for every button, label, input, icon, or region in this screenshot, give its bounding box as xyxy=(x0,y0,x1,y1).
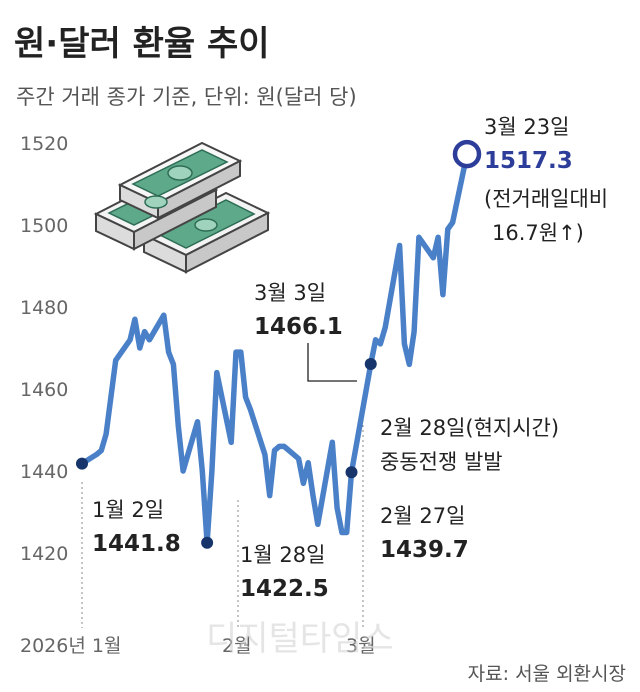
watermark: 디지털타임스 xyxy=(206,619,394,659)
data-point-marker xyxy=(345,466,358,479)
annotation-mar23-change2: 16.7원↑) xyxy=(492,221,584,245)
chart-subtitle: 주간 거래 종가 기준, 단위: 원(달러 당) xyxy=(16,85,357,109)
money-stack-icon xyxy=(93,141,271,274)
y-tick-label: 1480 xyxy=(20,297,68,319)
y-axis: 1420 1440 1460 1480 1500 1520 xyxy=(20,133,68,565)
series-line xyxy=(79,151,470,546)
leader-line-mar3 xyxy=(307,343,357,382)
annotation-mar23-change1: (전거래일대비 xyxy=(484,187,608,211)
data-point-marker xyxy=(364,357,377,370)
y-tick-label: 1440 xyxy=(20,461,68,483)
annotation-mar23-date: 3월 23일 xyxy=(484,115,569,139)
annotation-mar3-value: 1466.1 xyxy=(254,314,343,340)
annotation-feb27-value: 1439.7 xyxy=(380,537,469,563)
annotation-war-note2: 중동전쟁 발발 xyxy=(380,450,503,474)
data-point-marker xyxy=(76,457,88,470)
source-note: 자료: 서울 외환시장 xyxy=(468,663,626,685)
x-tick-label-jan: 2026년 1월 xyxy=(20,635,121,657)
annotation-feb27-date: 2월 27일 xyxy=(380,504,465,528)
data-markers xyxy=(76,139,482,549)
y-tick-label: 1460 xyxy=(20,379,68,401)
annotation-mar23-value: 1517.3 xyxy=(484,148,573,174)
x-tick-label-mar: 3월 xyxy=(346,635,376,657)
data-point-marker xyxy=(201,536,214,549)
chart-title: 원·달러 환율 추이 xyxy=(14,24,270,64)
annotation-mar3-date: 3월 3일 xyxy=(254,281,326,305)
annotation-jan28-date: 1월 28일 xyxy=(240,543,325,567)
annotation-jan2-value: 1441.8 xyxy=(92,531,181,557)
annotation-jan28-value: 1422.5 xyxy=(240,576,329,602)
x-tick-label-feb: 2월 xyxy=(222,635,252,657)
annotation-war-note1: 2월 28일(현지시간) xyxy=(380,416,559,440)
y-tick-label: 1520 xyxy=(20,133,68,155)
y-tick-label: 1500 xyxy=(20,215,68,237)
y-tick-label: 1420 xyxy=(20,543,68,565)
annotation-jan2-date: 1월 2일 xyxy=(92,498,164,522)
latest-point-marker xyxy=(452,139,482,169)
